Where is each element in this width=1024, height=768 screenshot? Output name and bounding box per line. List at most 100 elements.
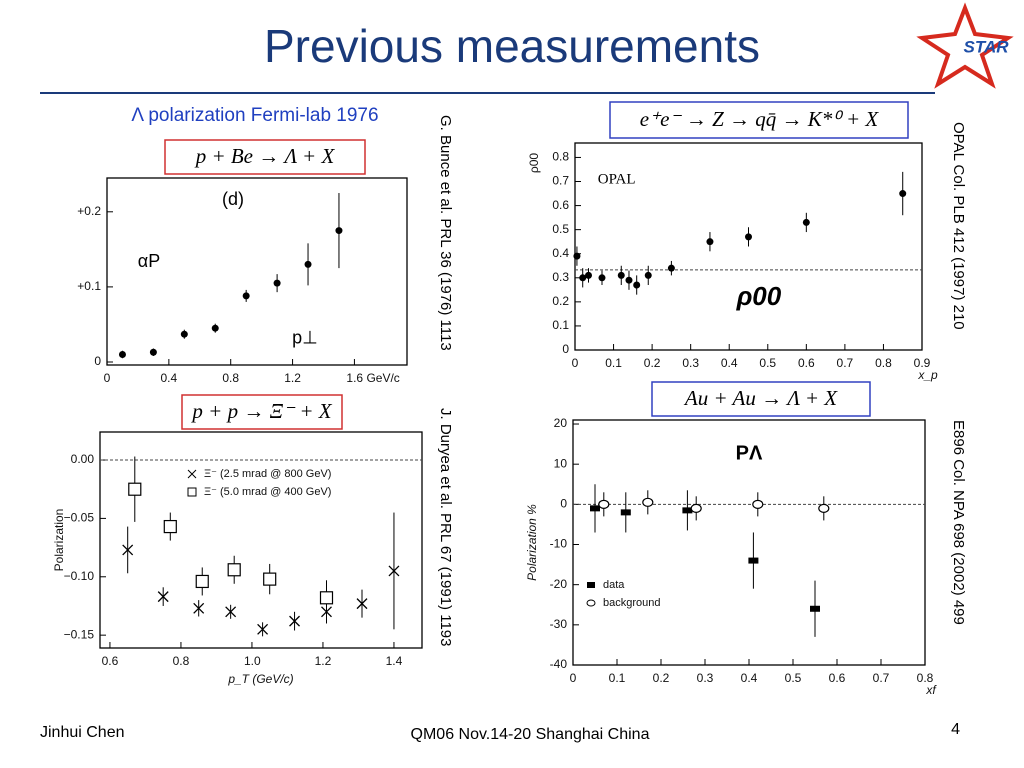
x-tick-label: 0.4 (721, 356, 738, 370)
annotation: p⊥ (292, 328, 318, 348)
reaction: p + p → Ξ⁻ + X (190, 399, 332, 423)
footer-page: 4 (951, 721, 960, 738)
y-tick-label: 0.7 (552, 174, 569, 188)
reaction: p + Be → Λ + X (194, 144, 336, 168)
legend-swatch (587, 582, 595, 588)
reference: G. Bunce et al. PRL 36 (1976) 1113 (437, 115, 454, 351)
logo-star (916, 2, 1014, 89)
annotation: PΛ (736, 443, 763, 465)
y-tick-label: −0.15 (64, 627, 95, 641)
y-tick-label: 0.8 (552, 150, 569, 164)
data-point (579, 274, 587, 282)
data-point (128, 482, 142, 496)
data-point (617, 271, 625, 279)
y-tick-label: -20 (550, 577, 568, 591)
reaction-box (181, 394, 343, 430)
y-tick-label: 0 (94, 354, 101, 368)
data-point (304, 260, 312, 268)
y-axis-label: ρ00 (527, 153, 541, 174)
data-point (598, 274, 606, 282)
x-tick-label: 0.1 (605, 356, 622, 370)
x-tick-label: 1.2 (284, 371, 301, 385)
data-point (752, 499, 764, 509)
data-point (157, 591, 169, 603)
x-tick-label: 0.8 (917, 671, 934, 685)
y-tick-label: 10 (554, 456, 568, 470)
y-tick-label: +0.2 (77, 204, 101, 218)
data-point (706, 238, 714, 246)
data-point (810, 605, 820, 612)
plot-frame (106, 177, 408, 366)
y-tick-label: 20 (554, 416, 568, 430)
y-tick-label: −0.05 (64, 511, 95, 525)
data-point (573, 252, 581, 260)
x-tick-label: 0.5 (759, 356, 776, 370)
x-tick-label: 0.1 (609, 671, 626, 685)
x-tick-label: 1.0 (244, 654, 261, 668)
annotation: OPAL (598, 172, 636, 188)
y-tick-label: +0.1 (77, 279, 101, 293)
data-point (584, 271, 592, 279)
x-tick-label: 0.4 (741, 671, 758, 685)
legend-swatch (187, 469, 197, 479)
x-tick-label: 1.2 (315, 654, 332, 668)
x-tick-label: 1.4 (386, 654, 403, 668)
data-point (289, 615, 301, 627)
data-point (690, 503, 702, 513)
data-point (356, 598, 368, 610)
footer-author: Jinhui Chen (40, 724, 125, 741)
x-tick-label: 0.3 (682, 356, 699, 370)
data-point (193, 602, 205, 614)
data-point (745, 233, 752, 241)
data-point (211, 324, 219, 332)
y-axis-label: Polarization (52, 509, 66, 572)
x-tick-label: 0.5 (785, 671, 802, 685)
legend-label: Ξ⁻ (5.0 mrad @ 400 GeV) (204, 486, 331, 498)
data-point (118, 350, 126, 358)
y-tick-label: 0.5 (552, 222, 569, 236)
data-point (163, 519, 177, 534)
data-point (180, 330, 188, 338)
data-point (899, 190, 907, 198)
data-point (335, 227, 343, 235)
data-point (195, 574, 209, 589)
slide-title: Previous measurements (264, 20, 760, 72)
reference: J. Duryea et al. PRL 67 (1991) 1193 (437, 408, 454, 646)
data-point (748, 557, 759, 564)
data-point (590, 505, 600, 512)
y-tick-label: 0.1 (552, 318, 569, 332)
data-point (667, 264, 675, 272)
data-point (633, 281, 641, 289)
data-point (818, 503, 830, 513)
logo: STAR (963, 37, 1009, 56)
y-axis-label: Polarization % (525, 504, 539, 581)
data-point (257, 623, 269, 635)
reaction: Au + Au → Λ + X (683, 386, 838, 410)
data-point (388, 565, 400, 577)
y-tick-label: 0 (562, 342, 569, 356)
x-axis-label: x_p (917, 368, 938, 382)
data-point (225, 606, 237, 618)
x-tick-label: 0.2 (653, 671, 670, 685)
x-tick-label: 0.6 (829, 671, 846, 685)
reaction: e⁺e⁻ → Z → qq̄ → K*⁰ + X (640, 107, 880, 131)
legend-swatch (586, 599, 596, 607)
x-axis-label: p_T (GeV/c) (227, 672, 293, 686)
y-tick-label: 0 (560, 497, 567, 511)
legend-label: background (603, 597, 661, 609)
data-point (620, 509, 631, 516)
x-tick-label: 0.2 (644, 356, 661, 370)
data-point (642, 497, 654, 507)
plot-frame (574, 142, 923, 351)
x-tick-label: 1.6 GeV/c (346, 371, 399, 385)
reaction-box (651, 381, 871, 417)
plot-frame (99, 431, 423, 649)
y-tick-label: 0.2 (552, 294, 569, 308)
x-tick-label: 0.8 (173, 654, 190, 668)
data-point (273, 279, 281, 287)
x-tick-label: 0.7 (837, 356, 854, 370)
y-tick-label: −0.10 (64, 569, 95, 583)
reference: E896 Col. NPA 698 (2002) 499 (950, 420, 967, 625)
data-point (227, 563, 241, 577)
